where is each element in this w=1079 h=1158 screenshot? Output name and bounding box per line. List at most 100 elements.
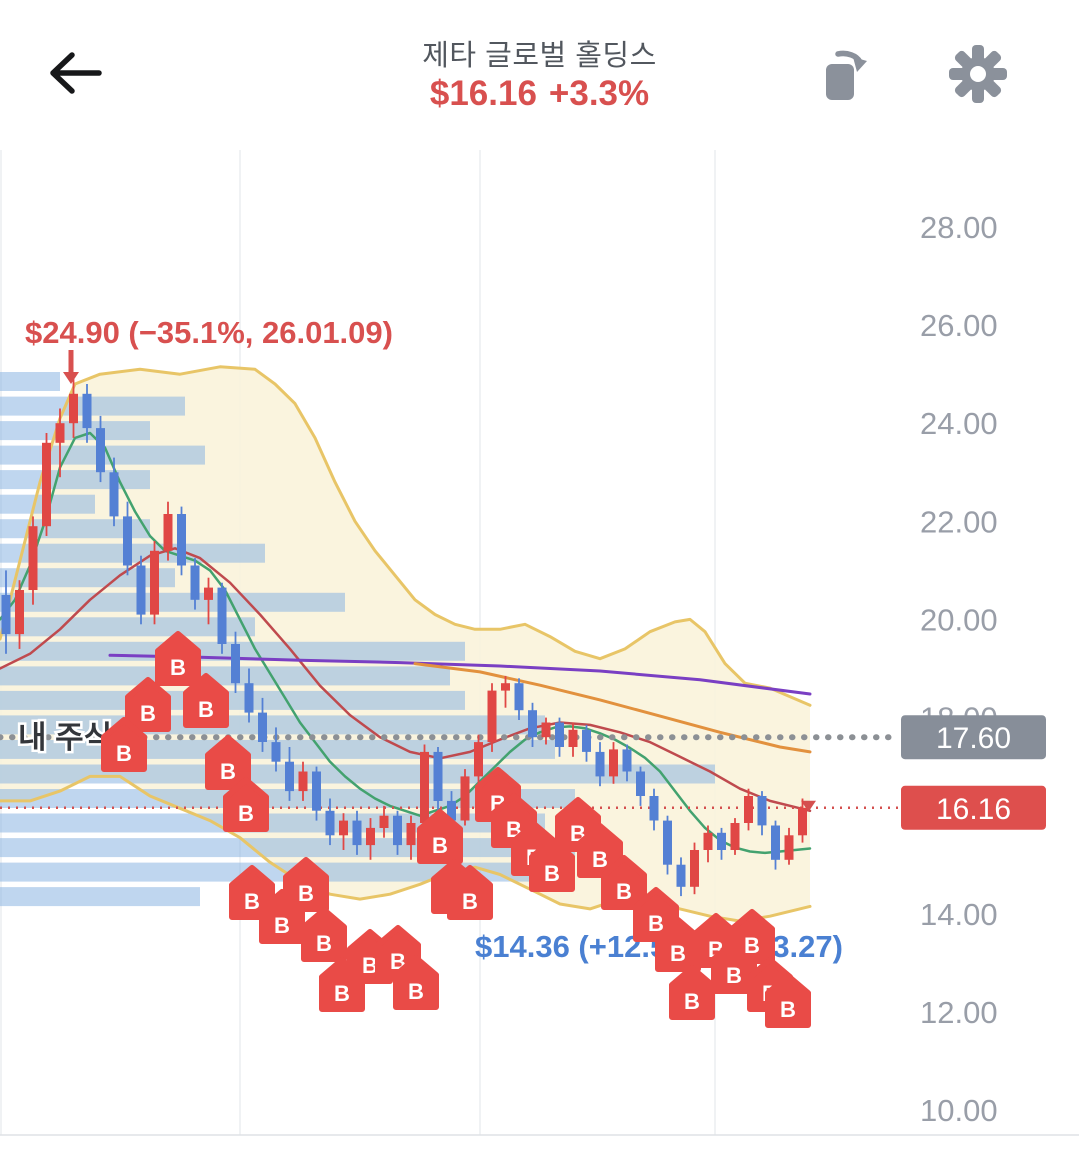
ma-red bbox=[0, 547, 812, 813]
buy-marker-letter: B bbox=[780, 997, 796, 1022]
candle-body bbox=[96, 428, 105, 473]
buy-marker-letter: B bbox=[274, 913, 290, 938]
buy-marker-letter: B bbox=[298, 881, 314, 906]
buy-marker-icon[interactable] bbox=[729, 909, 775, 964]
volume-profile-bar bbox=[0, 666, 450, 686]
buy-marker-icon[interactable] bbox=[205, 735, 251, 790]
candle-body bbox=[177, 514, 186, 566]
buy-marker-icon[interactable] bbox=[447, 865, 493, 920]
candle-body bbox=[1, 594, 11, 635]
buy-marker-icon[interactable] bbox=[183, 673, 229, 728]
y-axis-label: 24.00 bbox=[920, 406, 998, 441]
holding-price-badge-label: 17.60 bbox=[936, 722, 1011, 755]
buy-marker-icon[interactable] bbox=[229, 865, 275, 920]
buy-marker-icon[interactable] bbox=[765, 973, 811, 1028]
candle-body bbox=[636, 771, 645, 796]
settings-button[interactable] bbox=[946, 42, 1010, 106]
buy-marker-icon[interactable] bbox=[393, 955, 439, 1010]
candle-body bbox=[555, 722, 564, 747]
price-row: $16.16 +3.3% bbox=[0, 74, 1079, 114]
candle-body bbox=[433, 751, 443, 801]
y-axis-label: 28.00 bbox=[920, 210, 998, 245]
header-price-change: +3.3% bbox=[548, 74, 650, 113]
y-axis-label: 12.00 bbox=[920, 995, 998, 1030]
candle-body bbox=[663, 820, 672, 865]
current-price-pointer-icon bbox=[801, 800, 816, 812]
y-axis-label: 14.00 bbox=[920, 897, 998, 932]
y-axis-label: 22.00 bbox=[920, 504, 998, 539]
candle-body bbox=[501, 683, 510, 691]
candle-body bbox=[730, 823, 740, 850]
candle-body bbox=[123, 516, 132, 566]
candle-body bbox=[487, 690, 497, 743]
candle-body bbox=[447, 800, 456, 821]
buy-marker-letter: B bbox=[744, 933, 760, 958]
buy-marker-letter: B bbox=[316, 931, 332, 956]
buy-marker-icon[interactable] bbox=[601, 855, 647, 910]
buy-marker-letter: B bbox=[116, 741, 132, 766]
high-annotation: $24.90 (−35.1%, 26.01.09) bbox=[25, 315, 393, 350]
candle-body bbox=[150, 550, 159, 615]
buy-marker-icon[interactable] bbox=[223, 777, 269, 832]
candle-body bbox=[798, 807, 807, 836]
buy-marker-letter: B bbox=[684, 989, 700, 1014]
candle-body bbox=[690, 850, 699, 887]
buy-marker-letter: B bbox=[432, 833, 448, 858]
buy-marker-icon[interactable] bbox=[125, 677, 171, 732]
candle-body bbox=[190, 565, 200, 600]
rotate-screen-button[interactable] bbox=[814, 44, 876, 106]
volume-profile-bar bbox=[0, 568, 175, 588]
candle-body bbox=[352, 820, 362, 846]
buy-marker-letter: B bbox=[616, 879, 632, 904]
y-axis-label: 10.00 bbox=[920, 1093, 998, 1128]
gear-icon bbox=[949, 45, 1007, 103]
buy-marker-letter: B bbox=[198, 697, 214, 722]
buy-marker-icon[interactable] bbox=[101, 717, 147, 772]
buy-marker-icon[interactable] bbox=[669, 965, 715, 1020]
candle-body bbox=[622, 749, 632, 772]
stock-title: 제타 글로벌 홀딩스 bbox=[422, 40, 657, 72]
candle-body bbox=[582, 729, 591, 752]
holding-price-badge bbox=[901, 715, 1046, 760]
buy-marker-letter: B bbox=[670, 941, 686, 966]
candle-body bbox=[703, 832, 713, 850]
buy-marker-letter: B bbox=[170, 655, 186, 680]
candle-body bbox=[244, 683, 254, 713]
candle-body bbox=[69, 393, 78, 424]
candle-body bbox=[568, 729, 578, 747]
buy-marker-icon[interactable] bbox=[577, 823, 623, 878]
buy-marker-icon[interactable] bbox=[529, 837, 575, 892]
candle-body bbox=[717, 832, 726, 850]
buy-marker-icon[interactable] bbox=[155, 631, 201, 686]
current-price-badge bbox=[901, 785, 1046, 830]
candle-body bbox=[109, 472, 119, 517]
volume-profile-bar bbox=[0, 470, 150, 490]
ma-purple bbox=[108, 653, 812, 696]
candle-body bbox=[42, 442, 51, 527]
candles bbox=[1, 379, 807, 897]
candle-body bbox=[771, 825, 780, 860]
buy-marker-icon[interactable] bbox=[283, 857, 329, 912]
back-button[interactable] bbox=[46, 50, 104, 96]
candle-body bbox=[339, 820, 348, 836]
ma-orange bbox=[413, 662, 812, 754]
candle-body bbox=[82, 393, 92, 429]
volume-profile-bar bbox=[0, 764, 715, 784]
candle-body bbox=[460, 776, 470, 821]
candle-body bbox=[231, 644, 240, 684]
buy-marker-letter: B bbox=[220, 759, 236, 784]
candle-body bbox=[609, 749, 618, 777]
current-price-badge-label: 16.16 bbox=[936, 793, 1011, 826]
candle-body bbox=[271, 742, 281, 762]
buy-marker-letter: B bbox=[334, 981, 350, 1006]
buy-marker-icon[interactable] bbox=[417, 809, 463, 864]
buy-marker-icon[interactable] bbox=[259, 889, 305, 944]
candle-body bbox=[514, 683, 524, 711]
y-axis-label: 26.00 bbox=[920, 308, 998, 343]
rotate-screen-icon bbox=[826, 50, 867, 100]
buy-marker-icon[interactable] bbox=[301, 907, 347, 962]
candle-body bbox=[298, 771, 308, 792]
candle-body bbox=[784, 835, 794, 860]
